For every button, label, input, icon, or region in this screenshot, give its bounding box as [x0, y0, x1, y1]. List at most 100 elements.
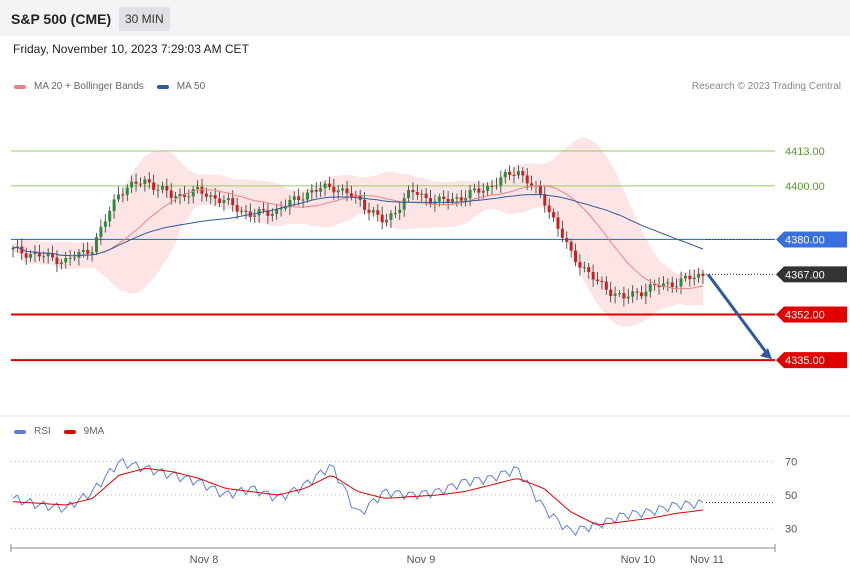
candle-body [64, 258, 68, 263]
interval-button[interactable]: 30 MIN [119, 7, 170, 31]
candle [468, 185, 472, 207]
candle-body [604, 281, 608, 290]
candle [327, 176, 331, 191]
candle-body [130, 181, 134, 188]
candle-body [24, 253, 28, 258]
candle [613, 286, 617, 304]
candle-body [213, 195, 217, 199]
candle-body [552, 212, 556, 218]
candle-body [556, 217, 560, 229]
candle-body [376, 210, 380, 215]
candle-body [95, 237, 99, 252]
candle [459, 190, 463, 207]
candle [666, 278, 670, 292]
candle-body [191, 189, 195, 197]
candle-body [631, 291, 635, 297]
candle [697, 267, 701, 283]
candle-body [622, 293, 626, 299]
ma50-line [12, 193, 704, 257]
candle [11, 245, 15, 258]
candle-body [503, 171, 507, 178]
candle-body [389, 213, 393, 220]
candle-body [578, 262, 582, 268]
candle [55, 250, 59, 273]
candle [33, 245, 37, 263]
candle [138, 177, 142, 188]
candle-body [138, 183, 142, 185]
candle-body [165, 186, 169, 191]
candle [371, 207, 375, 217]
candle [152, 174, 156, 195]
legend-item-ma50: MA 50 [156, 81, 205, 92]
time-tick-label: Nov 9 [407, 554, 436, 566]
rsi-tick-label: 30 [785, 523, 797, 535]
candle-body [147, 179, 151, 183]
candle [600, 276, 604, 290]
candle-body [253, 215, 257, 217]
level-label-pivot: 4380.00 [776, 231, 847, 248]
chart-header: S&P 500 (CME) 30 MIN [0, 0, 850, 36]
candle-body [279, 208, 283, 210]
candle-body [516, 171, 520, 176]
candle-body [292, 196, 296, 200]
rsi-panel: 70 50 30 [11, 457, 797, 537]
candle [552, 208, 556, 222]
candle [574, 243, 578, 267]
level-value: 4380.00 [785, 234, 825, 246]
candle [222, 195, 226, 211]
level-lines [11, 150, 775, 362]
candle [494, 177, 498, 190]
candle [556, 211, 560, 237]
candle-body [591, 272, 595, 280]
ma20-line [12, 184, 704, 290]
candle-body [393, 213, 397, 215]
candle [376, 204, 380, 222]
candle [24, 247, 28, 265]
candle-body [367, 209, 371, 213]
candle-body [156, 189, 160, 191]
candle-body [675, 286, 679, 288]
candle-body [477, 188, 481, 193]
projection-arrowhead [760, 348, 772, 360]
candle [116, 186, 120, 203]
candle [679, 271, 683, 295]
candle [288, 195, 292, 216]
candle [402, 192, 406, 217]
candle-body [420, 193, 424, 195]
candle-body [59, 262, 63, 265]
candle-body [270, 213, 274, 216]
candle-body [86, 249, 90, 254]
candle-body [499, 177, 503, 186]
candle-body [305, 192, 309, 200]
candle-body [472, 188, 476, 190]
candle [134, 173, 138, 192]
candle-body [182, 193, 186, 197]
candle [661, 275, 665, 290]
candle [617, 289, 621, 297]
candle-body [29, 254, 33, 258]
candle-body [143, 179, 147, 185]
candle-body [407, 189, 411, 199]
candle-body [670, 282, 674, 287]
level-tag [776, 231, 847, 248]
candle [86, 241, 90, 260]
candle [253, 208, 257, 224]
candle-body [77, 251, 81, 258]
candle-body [116, 194, 120, 200]
candle-body [332, 186, 336, 193]
candle [174, 192, 178, 203]
candle [525, 168, 529, 190]
candle-body [103, 221, 107, 227]
candle [68, 249, 72, 266]
candle-body [244, 210, 248, 212]
candle-body [635, 291, 639, 293]
candle [121, 187, 125, 203]
candle-body [240, 210, 244, 212]
candle-body [226, 198, 230, 201]
candle-body [275, 208, 279, 214]
candle-body [209, 195, 213, 197]
candle [644, 283, 648, 305]
candle-body [81, 249, 85, 252]
candle-body [46, 253, 50, 257]
